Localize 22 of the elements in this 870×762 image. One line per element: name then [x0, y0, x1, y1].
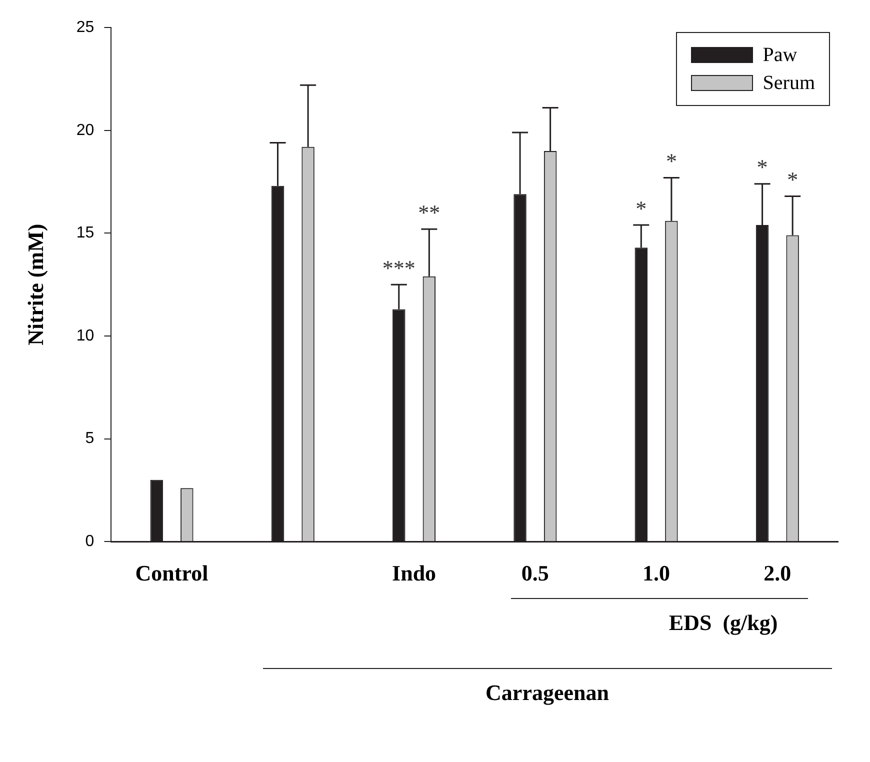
- annotation: **: [418, 200, 440, 225]
- annotation: ***: [382, 255, 416, 280]
- x-tick-label: Control: [135, 560, 208, 586]
- annotation: *: [787, 166, 798, 192]
- y-tick-label: 15: [76, 224, 94, 242]
- y-axis-title: Nitrite (mM): [22, 224, 48, 346]
- y-tick-label: 20: [76, 122, 94, 139]
- text: Carrageenan: [484, 680, 610, 706]
- legend-label: Paw: [762, 42, 798, 68]
- x-tick-label: 2.0: [764, 560, 792, 586]
- annotation: *: [756, 154, 768, 180]
- x-tick-label: 0.5: [521, 560, 549, 586]
- legend-label: Serum: [762, 70, 815, 96]
- y-tick-label: 25: [76, 19, 94, 36]
- y-tick-label: 5: [85, 430, 94, 448]
- x-tick-label: 1.0: [642, 560, 670, 586]
- annotation: *: [636, 196, 647, 221]
- y-tick-label: 0: [85, 533, 94, 550]
- y-tick-label: 10: [76, 327, 94, 344]
- annotation: *: [666, 148, 677, 174]
- text: EDS (g/kg): [668, 610, 778, 636]
- x-tick-label: Indo: [392, 560, 436, 586]
